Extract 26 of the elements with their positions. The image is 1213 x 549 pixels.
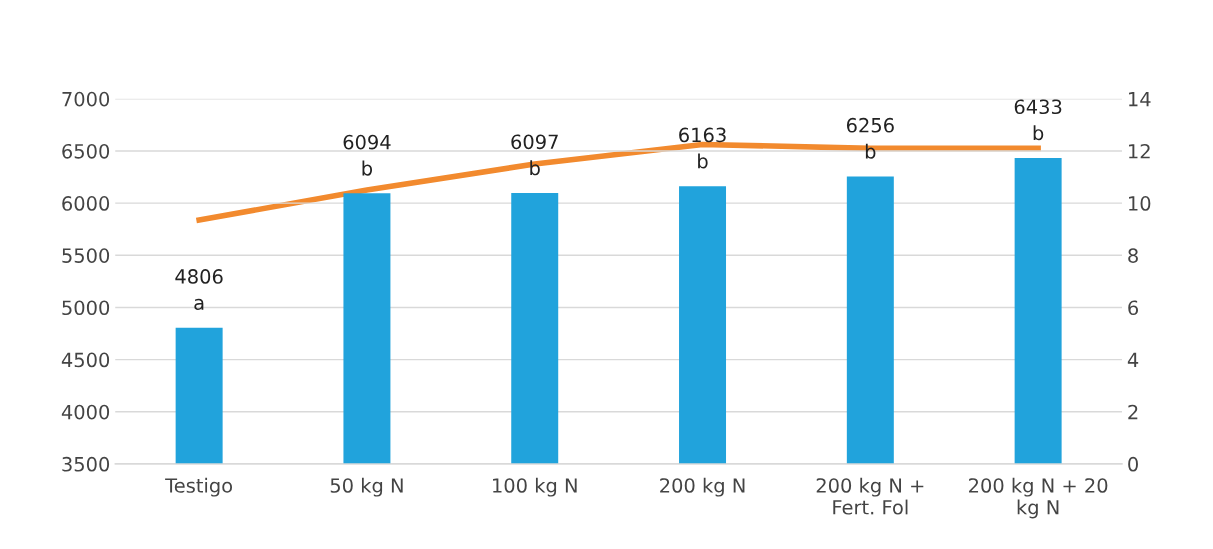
y2-tick-label: 6 <box>1128 300 1139 316</box>
data-label: 6163 b <box>679 127 726 169</box>
data-label: 4806 a <box>175 269 223 311</box>
x-tick-label: 50 kg N <box>330 477 403 497</box>
y-tick-label: 7000 <box>62 91 110 107</box>
y2-tick-label: 14 <box>1129 92 1151 107</box>
x-tick-label: 100 kg N <box>493 477 577 497</box>
x-tick-label: 200 kg N + Fert. Fol <box>816 477 924 515</box>
y2-tick-label: 12 <box>1129 143 1150 159</box>
y-tick-label: 6000 <box>62 196 110 211</box>
x-tick-label: 200 kg N <box>660 477 745 497</box>
y-tick-label: 3500 <box>62 456 110 472</box>
x-tick-label: Testigo <box>165 477 233 497</box>
y-tick-label: 5500 <box>62 248 110 263</box>
y2-tick-label: 10 <box>1129 196 1151 211</box>
y2-tick-label: 8 <box>1128 248 1138 263</box>
y2-tick-label: 0 <box>1128 456 1138 472</box>
y2-tick-label: 2 <box>1128 404 1138 420</box>
y-tick-label: 5000 <box>62 300 110 316</box>
y2-tick-label: 4 <box>1127 352 1139 367</box>
data-label: 6433 b <box>1014 99 1062 141</box>
y-tick-label: 4000 <box>61 404 110 420</box>
y-tick-label: 4500 <box>61 352 110 368</box>
y-tick-label: 6500 <box>62 143 110 159</box>
data-label: 6094 b <box>343 134 391 176</box>
x-tick-label: 200 kg N + 20 kg N <box>969 477 1108 519</box>
